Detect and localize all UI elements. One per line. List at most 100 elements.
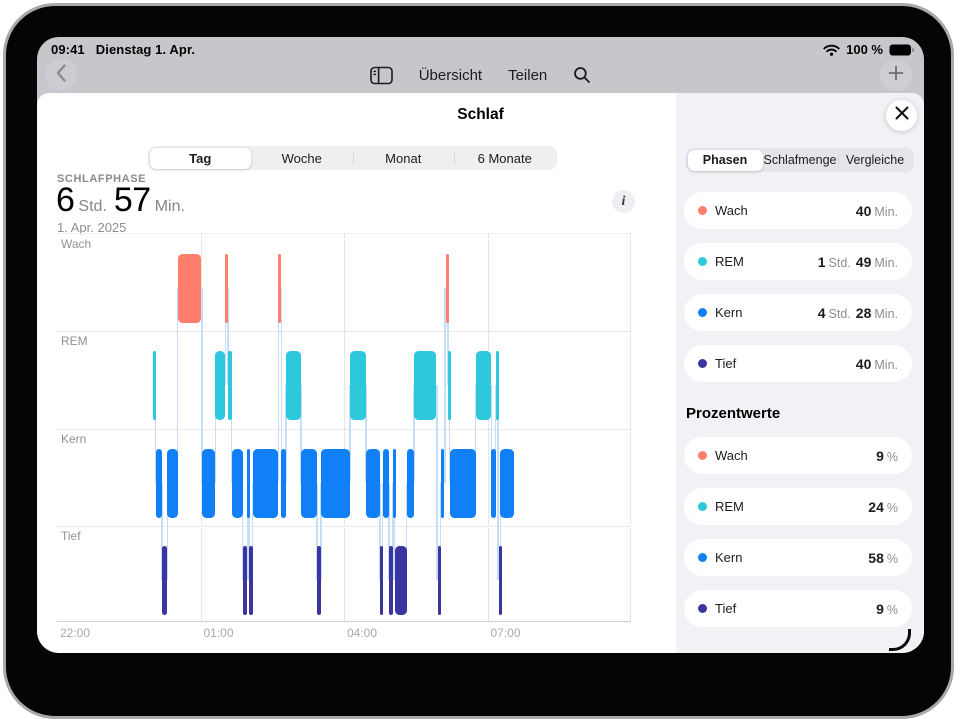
tab-tag[interactable]: Tag xyxy=(149,147,251,169)
sleep-phase-bar xyxy=(167,448,178,518)
sleep-phase-bar xyxy=(215,351,226,421)
sleep-sheet: Schlaf Tag Woche Monat 6 Monate SCHLAFPH… xyxy=(37,93,924,653)
phase-connector xyxy=(474,385,477,483)
phase-connector xyxy=(349,385,351,483)
chart-row-label: REM xyxy=(61,334,88,349)
phase-connector xyxy=(379,482,381,580)
sleep-phase-bar xyxy=(406,448,414,518)
sidebar-toggle-button[interactable] xyxy=(369,66,393,85)
phase-connector xyxy=(300,385,302,483)
phase-connector xyxy=(413,385,415,483)
phase-connector xyxy=(251,482,254,580)
phase-connector xyxy=(392,482,394,580)
status-date: Dienstag 1. Apr. xyxy=(95,42,196,57)
phase-connector xyxy=(241,482,244,580)
sleep-phase-bar xyxy=(366,448,380,518)
phase-connector xyxy=(393,482,396,580)
chart-axis-label: 22:00 xyxy=(60,626,91,640)
info-button[interactable]: i xyxy=(612,190,635,213)
sleep-phase-bar xyxy=(278,254,282,323)
phase-connector xyxy=(214,385,217,483)
tab-woche[interactable]: Woche xyxy=(281,150,322,166)
kern-color-dot xyxy=(698,308,707,317)
sleep-phase-bar xyxy=(498,545,502,615)
battery-icon xyxy=(889,44,915,56)
phase-connector xyxy=(439,482,442,580)
sleep-phase-bar xyxy=(155,448,162,518)
percent-card-rem: REM 24 % xyxy=(684,488,912,525)
tab-schlafmenge[interactable]: Schlafmenge xyxy=(763,153,837,167)
phase-connector xyxy=(448,385,451,483)
chart-axis-label: 07:00 xyxy=(490,626,521,640)
navigation-bar: Übersicht Teilen xyxy=(37,59,924,93)
sleep-phase-bar xyxy=(495,351,499,421)
chevron-left-icon xyxy=(55,63,67,88)
tab-monat[interactable]: Monat xyxy=(352,148,455,169)
nav-uebersicht[interactable]: Übersicht xyxy=(418,66,483,84)
tief-color-dot xyxy=(698,359,707,368)
sleep-phase-bar xyxy=(437,545,441,615)
sleep-chart[interactable]: Wach REM Kern Tief 22:00 01:00 04:00 07:00 xyxy=(57,233,631,640)
chart-row-separator xyxy=(57,331,631,333)
sleep-phase-bar xyxy=(449,448,476,518)
chart-axis-label: 01:00 xyxy=(203,626,234,640)
sleep-phase-bar xyxy=(388,545,393,615)
phase-connector xyxy=(277,288,280,483)
phase-connector xyxy=(388,482,390,580)
sleep-phase-bar xyxy=(177,254,202,323)
page-title: Schlaf xyxy=(457,106,504,123)
metric-hours: 6 xyxy=(56,181,75,219)
phase-connector xyxy=(280,288,283,483)
wifi-icon xyxy=(823,44,840,56)
phase-card-wach: Wach 40 Min. xyxy=(684,192,912,229)
sleep-phase-bar xyxy=(394,545,407,615)
nav-teilen[interactable]: Teilen xyxy=(508,66,548,84)
sleep-phase-bar xyxy=(228,351,232,421)
tab-6-monate[interactable]: 6 Monate xyxy=(454,148,556,169)
phase-connector xyxy=(494,385,497,483)
metric-label: SCHLAFPHASE xyxy=(57,173,147,185)
sleep-phase-bar xyxy=(317,545,322,615)
sleep-phase-bar xyxy=(231,448,243,518)
phase-connector xyxy=(490,385,493,483)
period-segmented-control: Tag Woche Monat 6 Monate xyxy=(148,146,557,170)
phase-connector xyxy=(230,385,233,483)
phase-card-tief: Tief 40 Min. xyxy=(684,345,912,382)
sleep-phase-bar xyxy=(281,448,287,518)
close-button[interactable] xyxy=(886,100,917,131)
search-icon[interactable] xyxy=(573,66,591,84)
info-icon: i xyxy=(621,193,626,209)
sleep-phase-bar xyxy=(491,448,496,518)
phase-connector xyxy=(405,482,408,580)
phase-connector xyxy=(447,288,449,386)
phase-connector xyxy=(316,482,318,580)
chart-row-separator xyxy=(57,428,631,430)
sleep-phase-bar xyxy=(202,448,216,518)
sleep-phase-bar xyxy=(247,448,251,518)
percent-card-wach: Wach 9 % xyxy=(684,437,912,474)
phase-connector xyxy=(320,482,322,580)
status-right: 100 % xyxy=(823,42,915,57)
sleep-phase-bar xyxy=(321,448,351,518)
status-bar: 09:41 Dienstag 1. Apr. xyxy=(51,42,195,57)
chart-row-label: Kern xyxy=(61,431,87,446)
status-time: 09:41 xyxy=(51,42,85,57)
phase-connector xyxy=(201,288,203,483)
sleep-phase-bar xyxy=(413,351,436,421)
back-button[interactable] xyxy=(45,59,77,91)
chart-gridline xyxy=(344,234,345,621)
phase-card-kern: Kern 4 Std. 28 Min. xyxy=(684,294,912,331)
wach-color-dot xyxy=(698,206,707,215)
rem-color-dot xyxy=(698,257,707,266)
sleep-phase-bar xyxy=(252,448,279,518)
tab-phasen[interactable]: Phasen xyxy=(687,149,763,171)
phase-connector xyxy=(224,288,227,386)
corner-swoosh xyxy=(889,629,911,651)
tab-vergleiche[interactable]: Vergleiche xyxy=(837,150,913,171)
phase-connector xyxy=(227,288,229,386)
metric-minutes-unit: Min. xyxy=(154,198,185,215)
add-button[interactable] xyxy=(880,59,912,91)
phase-card-rem: REM 1 Std. 49 Min. xyxy=(684,243,912,280)
sleep-chart-plot[interactable]: Wach REM Kern Tief xyxy=(57,233,631,622)
phase-connector xyxy=(365,385,367,483)
